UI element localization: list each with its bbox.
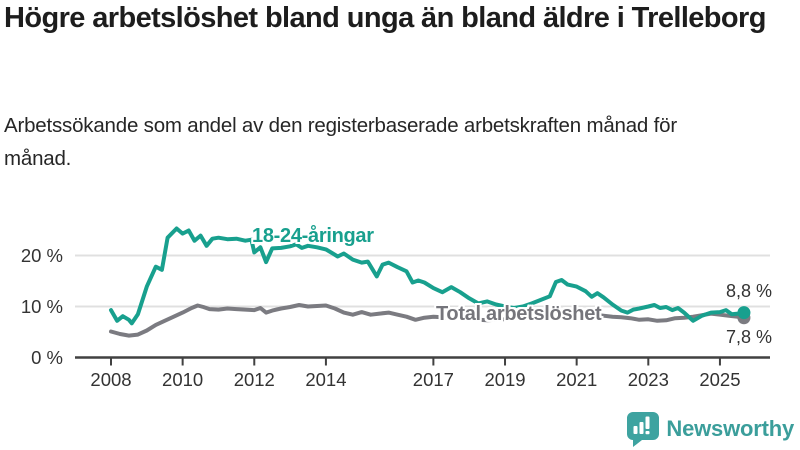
x-tick-label: 2010 [162, 369, 203, 390]
page-subtitle: Arbetssökande som andel av den registerb… [4, 114, 677, 170]
x-tick-label: 2025 [699, 369, 740, 390]
brand-name: Newsworthy [666, 415, 794, 441]
y-tick-label: 10 % [21, 296, 63, 317]
page-title: Högre arbetslöshet bland unga än bland ä… [4, 2, 766, 34]
y-tick-label: 0 % [31, 347, 63, 368]
series-label-young: 18-24-åringar [252, 225, 374, 247]
end-dot-young [737, 306, 751, 320]
x-tick-label: 2019 [484, 369, 525, 390]
series-line-young [109, 226, 746, 326]
chart-canvas: 2008 2010 2012 2014 2017 2019 2021 2023 2025 0 % 1… [21, 226, 770, 390]
brand-footer: Newsworthy [625, 410, 794, 447]
series-line-total [109, 303, 746, 338]
x-tick-label: 2021 [556, 369, 597, 390]
x-tick-label: 2023 [628, 369, 669, 390]
y-tick-label: 20 % [21, 245, 63, 266]
x-tick-label: 2017 [413, 369, 454, 390]
x-tick-label: 2014 [305, 369, 346, 390]
end-value-young: 8,8 % [726, 281, 773, 301]
series-label-total: Total arbetslöshet [436, 303, 602, 325]
x-tick-label: 2008 [90, 369, 131, 390]
x-tick-label: 2012 [234, 369, 275, 390]
newsworthy-logo-icon [627, 412, 660, 447]
end-value-total: 7,8 % [726, 327, 773, 347]
